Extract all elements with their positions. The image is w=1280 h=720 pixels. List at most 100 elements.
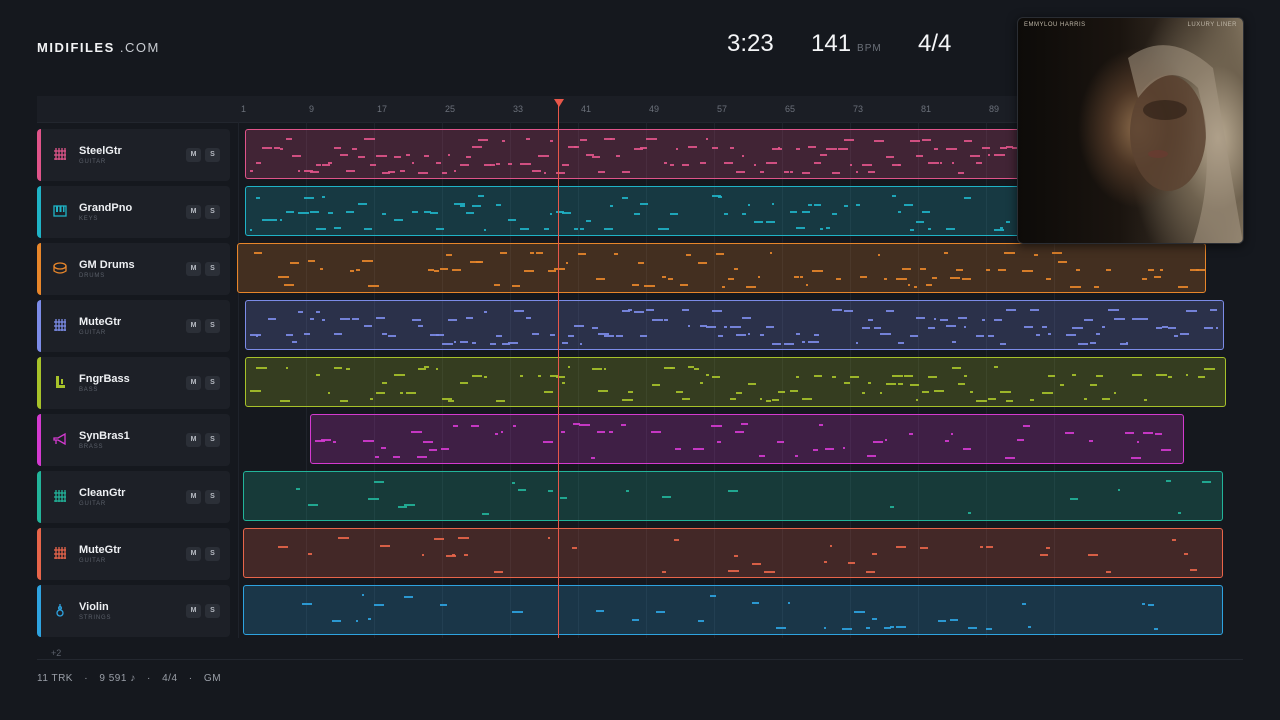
drum-icon (53, 261, 67, 275)
track-header[interactable]: GrandPno KEYS M S (37, 186, 230, 238)
tempo-value: 141 (811, 30, 852, 57)
ruler-tick: 25 (445, 104, 456, 114)
solo-button[interactable]: S (205, 205, 220, 219)
note-pattern (278, 537, 1197, 573)
track-color-bar (37, 585, 41, 637)
note-pattern (296, 480, 1211, 515)
ruler-tick: 41 (581, 104, 592, 114)
track-region[interactable] (245, 300, 1224, 350)
track-name: Violin (79, 601, 109, 613)
track-name: GM Drums (79, 259, 135, 271)
track-name: MuteGtr (79, 544, 122, 556)
grid-line (578, 122, 579, 638)
grid-line (850, 122, 851, 638)
track-category: GUITAR (79, 501, 107, 507)
solo-button[interactable]: S (205, 376, 220, 390)
solo-button[interactable]: S (205, 262, 220, 276)
mute-button[interactable]: M (186, 205, 201, 219)
track-region[interactable] (245, 186, 1020, 236)
note-pattern (250, 138, 1019, 174)
mute-button[interactable]: M (186, 376, 201, 390)
track-region[interactable] (243, 585, 1223, 635)
footer-separator: · (146, 673, 151, 684)
ruler-tick: 33 (513, 104, 524, 114)
more-tracks-indicator[interactable]: +2 (51, 648, 62, 658)
mute-button[interactable]: M (186, 262, 201, 276)
track-header[interactable]: SynBras1 BRASS M S (37, 414, 230, 466)
song-time: 3:23 (727, 30, 774, 57)
solo-button[interactable]: S (205, 547, 220, 561)
mute-button[interactable]: M (186, 433, 201, 447)
footer-info: 11 TRK · 9 591 ♪ · 4/4 · GM (37, 673, 229, 684)
violin-icon (53, 603, 67, 617)
grid-line (714, 122, 715, 638)
track-category: GUITAR (79, 558, 107, 564)
track-header[interactable]: MuteGtr GUITAR M S (37, 300, 230, 352)
track-region[interactable] (245, 129, 1020, 179)
track-header[interactable]: GM Drums DRUMS M S (37, 243, 230, 295)
track-region[interactable] (245, 357, 1226, 407)
solo-button[interactable]: S (205, 604, 220, 618)
mute-button[interactable]: M (186, 604, 201, 618)
track-color-bar (37, 414, 41, 466)
track-color-bar (37, 243, 41, 295)
mute-button[interactable]: M (186, 490, 201, 504)
guitar-grid-icon (53, 147, 67, 161)
ruler-tick: 73 (853, 104, 864, 114)
playhead[interactable] (558, 104, 559, 638)
note-pattern (250, 195, 1010, 231)
solo-button[interactable]: S (205, 433, 220, 447)
mute-button[interactable]: M (186, 319, 201, 333)
playhead-handle[interactable] (554, 99, 564, 107)
track-name: GrandPno (79, 202, 133, 214)
grid-line (306, 122, 307, 638)
mute-button[interactable]: M (186, 148, 201, 162)
grid-line (442, 122, 443, 638)
brand-domain: .COM (119, 40, 160, 55)
album-title: LUXURY LINER (1187, 22, 1237, 28)
grid-line (238, 122, 239, 638)
guitar-grid-icon (53, 489, 67, 503)
track-color-bar (37, 528, 41, 580)
track-header[interactable]: MuteGtr GUITAR M S (37, 528, 230, 580)
footer-separator: · (84, 673, 89, 684)
track-color-bar (37, 129, 41, 181)
footer-meter: 4/4 (162, 673, 178, 684)
ruler-tick: 1 (241, 104, 247, 114)
track-region[interactable] (237, 243, 1206, 293)
piano-icon (53, 204, 67, 218)
ruler-tick: 65 (785, 104, 796, 114)
track-name: FngrBass (79, 373, 130, 385)
footer-standard: GM (203, 673, 222, 684)
solo-button[interactable]: S (205, 490, 220, 504)
ruler-tick: 57 (717, 104, 728, 114)
solo-button[interactable]: S (205, 148, 220, 162)
grid-line (1054, 122, 1055, 638)
ruler-tick: 49 (649, 104, 660, 114)
track-region[interactable] (310, 414, 1184, 464)
track-category: GUITAR (79, 330, 107, 336)
grid-line (918, 122, 919, 638)
brand-name: MIDIFILES (37, 40, 115, 55)
mute-button[interactable]: M (186, 547, 201, 561)
footer-divider (37, 659, 1243, 660)
guitar-grid-icon (53, 546, 67, 560)
track-region[interactable] (243, 471, 1223, 521)
solo-button[interactable]: S (205, 319, 220, 333)
track-header[interactable]: Violin STRINGS M S (37, 585, 230, 637)
track-category: BASS (79, 387, 99, 393)
ruler-tick: 9 (309, 104, 315, 114)
grid-line (986, 122, 987, 638)
track-header[interactable]: CleanGtr GUITAR M S (37, 471, 230, 523)
track-header[interactable]: FngrBass BASS M S (37, 357, 230, 409)
ruler-tick: 17 (377, 104, 388, 114)
track-category: STRINGS (79, 615, 112, 621)
track-category: BRASS (79, 444, 104, 450)
note-pattern (315, 423, 1171, 459)
track-header[interactable]: SteelGtr GUITAR M S (37, 129, 230, 181)
track-region[interactable] (243, 528, 1223, 578)
track-name: CleanGtr (79, 487, 126, 499)
note-pattern (250, 366, 1215, 402)
note-pattern (250, 309, 1218, 345)
bass-icon (53, 375, 67, 389)
